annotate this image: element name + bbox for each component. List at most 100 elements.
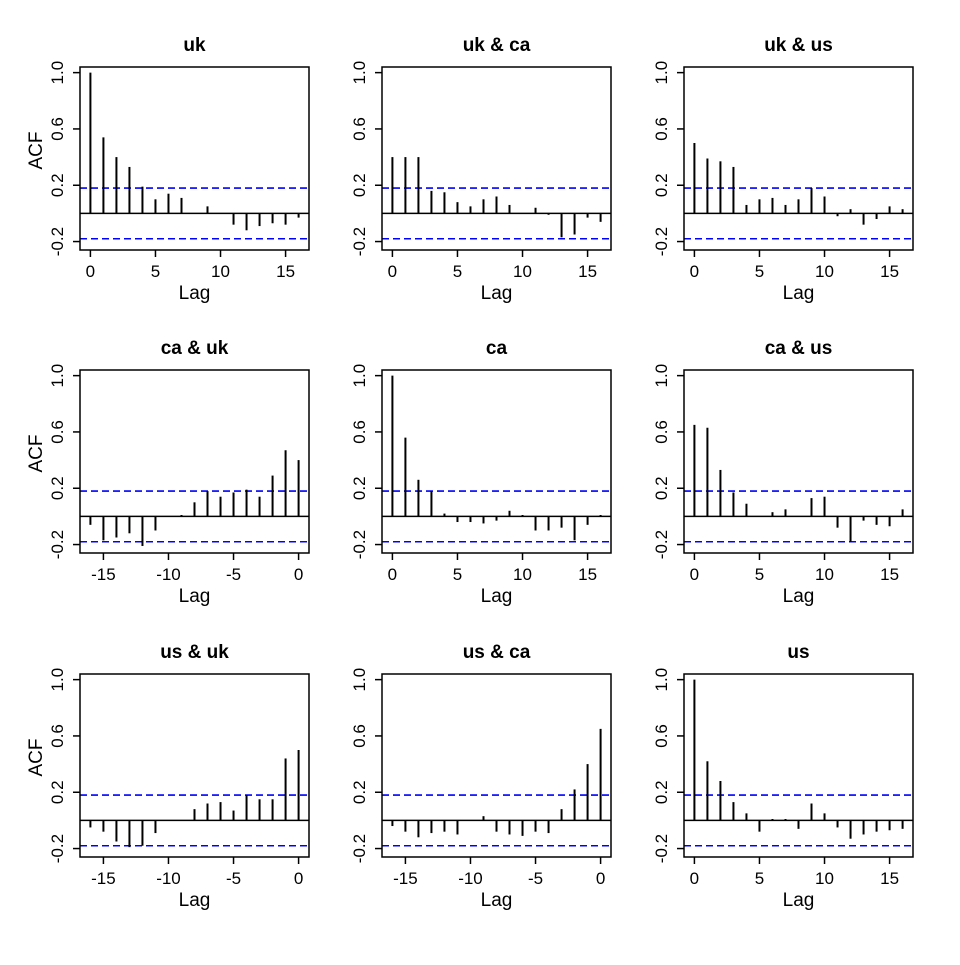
- x-tick-label: 15: [880, 869, 899, 888]
- y-axis-label: ACF: [26, 739, 47, 777]
- panel-title: uk & us: [764, 35, 833, 56]
- panel-title: ca & uk: [161, 338, 229, 359]
- y-tick-label: 0.2: [350, 173, 369, 197]
- plot-frame: [79, 369, 310, 554]
- panel-title: ca: [486, 338, 508, 359]
- plot-frame: [79, 66, 310, 251]
- y-tick-label: 1.0: [652, 364, 671, 388]
- x-axis-label: Lag: [481, 890, 513, 911]
- x-tick-label: 5: [755, 262, 764, 281]
- x-tick-label: 10: [211, 262, 230, 281]
- y-tick-label: 0.6: [652, 420, 671, 444]
- y-tick-label: -0.2: [48, 227, 67, 256]
- x-tick-label: -10: [458, 869, 483, 888]
- x-tick-label: 0: [294, 869, 303, 888]
- y-tick-label: 1.0: [48, 364, 67, 388]
- acf-panel: ca 0 5 10 15 -0.2 0.2 0.6 1.0 Lag: [350, 338, 612, 607]
- y-tick-label: -0.2: [652, 227, 671, 256]
- y-tick-label: 1.0: [48, 668, 67, 692]
- acf-panel: ca & us 0 5 10 15 -0.2 0.2 0.6 1.0 Lag: [652, 338, 914, 607]
- x-tick-label: -5: [226, 869, 241, 888]
- x-tick-label: 5: [755, 565, 764, 584]
- x-axis-label: Lag: [179, 283, 211, 304]
- panel-title: uk & ca: [463, 35, 531, 56]
- x-tick-label: 0: [596, 869, 605, 888]
- y-tick-label: 1.0: [350, 668, 369, 692]
- x-tick-label: 15: [880, 262, 899, 281]
- x-axis-label: Lag: [481, 283, 513, 304]
- y-tick-label: 0.2: [652, 476, 671, 500]
- plot-frame: [683, 369, 914, 554]
- x-tick-label: 10: [815, 565, 834, 584]
- y-tick-label: -0.2: [652, 834, 671, 863]
- x-axis-label: Lag: [783, 283, 815, 304]
- y-tick-label: 0.2: [350, 780, 369, 804]
- x-tick-label: -15: [393, 869, 418, 888]
- acf-panel: uk 0 5 10 15 -0.2 0.2 0.6 1.0 Lag ACF: [26, 35, 310, 304]
- y-tick-label: -0.2: [652, 530, 671, 559]
- y-axis-label: ACF: [26, 132, 47, 170]
- y-tick-label: 0.2: [652, 780, 671, 804]
- panel-title: us: [787, 642, 809, 663]
- x-axis-label: Lag: [783, 586, 815, 607]
- x-tick-label: 5: [453, 565, 462, 584]
- y-tick-label: 0.2: [350, 476, 369, 500]
- y-tick-label: 0.6: [48, 117, 67, 141]
- plot-frame: [683, 66, 914, 251]
- y-tick-label: 0.6: [350, 117, 369, 141]
- x-tick-label: 0: [294, 565, 303, 584]
- y-tick-label: -0.2: [350, 530, 369, 559]
- x-tick-label: 15: [880, 565, 899, 584]
- acf-panel: us 0 5 10 15 -0.2 0.2 0.6 1.0 Lag: [652, 642, 914, 911]
- x-tick-label: -10: [156, 565, 181, 584]
- y-tick-label: 0.2: [652, 173, 671, 197]
- x-tick-label: 0: [86, 262, 95, 281]
- y-tick-label: 0.6: [652, 117, 671, 141]
- x-tick-label: 15: [578, 565, 597, 584]
- acf-panel: uk & us 0 5 10 15 -0.2 0.2 0.6 1.0 Lag: [652, 35, 914, 304]
- x-tick-label: 5: [151, 262, 160, 281]
- panel-title: us & ca: [463, 642, 531, 663]
- x-tick-label: 5: [755, 869, 764, 888]
- panel-title: ca & us: [765, 338, 833, 359]
- acf-panel: ca & uk -15 -10 -5 0 -0.2 0.2 0.6 1.0 Lag ACF: [26, 338, 310, 607]
- x-tick-label: -10: [156, 869, 181, 888]
- y-tick-label: 1.0: [48, 61, 67, 85]
- x-tick-label: -15: [91, 869, 116, 888]
- y-tick-label: 0.6: [350, 420, 369, 444]
- y-axis-label: ACF: [26, 435, 47, 473]
- x-tick-label: 5: [453, 262, 462, 281]
- x-axis-label: Lag: [481, 586, 513, 607]
- x-tick-label: 0: [690, 869, 699, 888]
- y-tick-label: -0.2: [48, 834, 67, 863]
- y-tick-label: 0.6: [350, 724, 369, 748]
- x-tick-label: -15: [91, 565, 116, 584]
- y-tick-label: 1.0: [350, 364, 369, 388]
- y-tick-label: 0.6: [48, 724, 67, 748]
- plot-frame: [79, 673, 310, 858]
- x-tick-label: 15: [578, 262, 597, 281]
- x-tick-label: 10: [815, 869, 834, 888]
- panel-title: us & uk: [160, 642, 229, 663]
- x-axis-label: Lag: [179, 586, 211, 607]
- y-tick-label: 0.2: [48, 476, 67, 500]
- y-tick-label: -0.2: [350, 227, 369, 256]
- plot-frame: [381, 673, 612, 858]
- y-tick-label: -0.2: [350, 834, 369, 863]
- y-tick-label: -0.2: [48, 530, 67, 559]
- x-tick-label: 10: [513, 262, 532, 281]
- acf-panel: uk & ca 0 5 10 15 -0.2 0.2 0.6 1.0 Lag: [350, 35, 612, 304]
- x-axis-label: Lag: [783, 890, 815, 911]
- plot-frame: [381, 66, 612, 251]
- x-tick-label: 10: [513, 565, 532, 584]
- x-tick-label: 0: [388, 262, 397, 281]
- x-tick-label: 0: [690, 262, 699, 281]
- x-tick-label: -5: [226, 565, 241, 584]
- plot-frame: [381, 369, 612, 554]
- x-tick-label: 0: [690, 565, 699, 584]
- x-tick-label: 0: [388, 565, 397, 584]
- y-tick-label: 0.2: [48, 173, 67, 197]
- x-tick-label: -5: [528, 869, 543, 888]
- y-tick-label: 1.0: [652, 61, 671, 85]
